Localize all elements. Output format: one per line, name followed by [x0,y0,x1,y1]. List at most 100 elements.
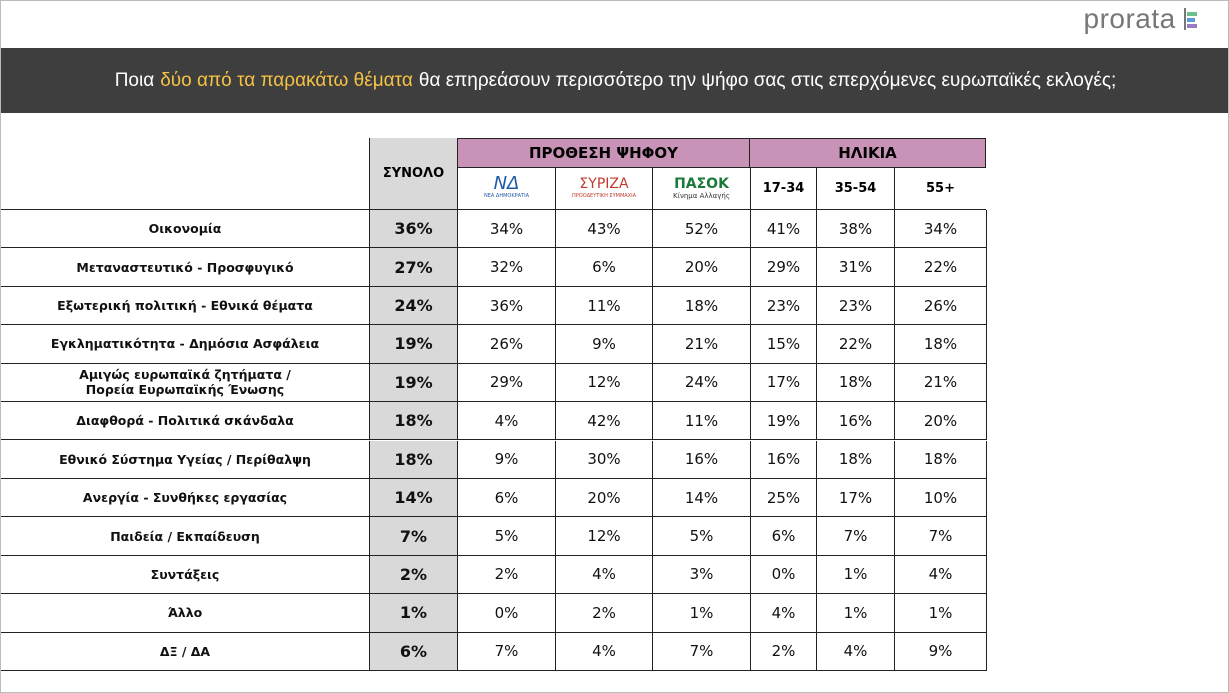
total-value: 18% [369,402,457,441]
value-cell: 18% [816,440,894,479]
value-cell: 1% [652,594,750,633]
title-highlight: δύο από τα παρακάτω θέματα [160,69,413,91]
value-cell: 21% [894,363,986,403]
total-value: 7% [369,517,457,556]
party-logo-subtitle: Κίνημα Αλλαγής [673,192,730,200]
total-value: 27% [369,248,457,287]
value-cell: 17% [816,478,894,518]
age-header: 35-54 [816,167,894,210]
value-cell: 2% [457,555,555,595]
value-cell: 0% [457,594,555,633]
value-cell: 42% [555,402,652,441]
party-header: ΠΑΣΟΚ Κίνημα Αλλαγής [652,167,750,210]
total-value: 19% [369,363,457,403]
value-cell: 1% [816,555,894,595]
total-value: 2% [369,555,457,595]
total-value: 6% [369,632,457,671]
party-logo-subtitle: ΠΡΟΟΔΕΥΤΙΚΗ ΣΥΜΜΑΧΙΑ [571,193,637,199]
value-cell: 2% [750,632,816,671]
value-cell: 30% [555,440,652,479]
table-rule [986,517,987,556]
table-rule [986,286,987,326]
row-label-line: Εθνικό Σύστημα Υγείας / Περίθαλψη [59,451,311,467]
value-cell: 2% [555,594,652,633]
table-rule [986,210,987,249]
value-cell: 7% [894,517,986,556]
value-cell: 1% [816,594,894,633]
value-cell: 12% [555,363,652,403]
value-cell: 41% [750,210,816,249]
value-cell: 34% [457,210,555,249]
value-cell: 43% [555,210,652,249]
party-logo-subtitle: ΝΕΑ ΔΗΜΟΚΡΑΤΙΑ [483,193,529,199]
value-cell: 16% [816,402,894,441]
value-cell: 18% [894,325,986,364]
row-label-line: Εγκληματικότητα - Δημόσια Ασφάλεια [50,336,320,352]
value-cell: 4% [750,594,816,633]
row-label: Μεταναστευτικό - Προσφυγικό [1,248,369,287]
value-cell: 52% [652,210,750,249]
value-cell: 3% [652,555,750,595]
table-rule [986,594,987,633]
table-rule [986,555,987,595]
table-rule [986,478,987,518]
row-label: ΔΞ / ΔΑ [1,633,369,671]
value-cell: 7% [652,632,750,671]
row-label-line: Μεταναστευτικό - Προσφυγικό [76,259,294,275]
value-cell: 11% [652,402,750,441]
total-value: 24% [369,286,457,326]
value-cell: 29% [457,363,555,403]
value-cell: 0% [750,555,816,595]
value-cell: 9% [457,440,555,479]
total-header: ΣΥΝΟΛΟ [369,138,457,210]
party-header: ΝΔ ΝΕΑ ΔΗΜΟΚΡΑΤΙΑ [457,167,555,210]
row-label: Εξωτερική πολιτική - Εθνικά θέματα [1,287,369,326]
value-cell: 18% [652,286,750,326]
age-header: 55+ [894,167,986,210]
value-cell: 4% [816,632,894,671]
total-value: 36% [369,210,457,249]
title-text: Ποια [114,69,155,91]
brand-name: prorata [1083,3,1176,34]
row-label: Ανεργία - Συνθήκες εργασίας [1,479,369,518]
row-label: Άλλο [1,594,369,633]
row-label-line: Εξωτερική πολιτική - Εθνικά θέματα [57,298,313,314]
value-cell: 23% [750,286,816,326]
brand-logo: prorata [1084,3,1199,35]
value-cell: 20% [555,478,652,518]
row-label-line: Άλλο [167,605,203,621]
value-cell: 14% [652,478,750,518]
party-header: ΣΥΡΙΖΑ ΠΡΟΟΔΕΥΤΙΚΗ ΣΥΜΜΑΧΙΑ [555,167,652,210]
value-cell: 17% [750,363,816,403]
value-cell: 16% [750,440,816,479]
value-cell: 4% [457,402,555,441]
title-text: θα επηρεάσουν περισσότερο την ψήφο σας σ… [418,69,1117,91]
value-cell: 6% [555,248,652,287]
value-cell: 19% [750,402,816,441]
group-header: ΗΛΙΚΙΑ [750,138,986,168]
table-rule [986,632,987,671]
value-cell: 24% [652,363,750,403]
value-cell: 23% [816,286,894,326]
age-header: 17-34 [750,167,816,210]
value-cell: 20% [652,248,750,287]
row-label-line: Παιδεία / Εκπαίδευση [110,528,260,544]
table-rule [1,209,986,210]
value-cell: 9% [894,632,986,671]
value-cell: 10% [894,478,986,518]
value-cell: 25% [750,478,816,518]
table-rule [986,440,987,479]
party-logo-name: ΝΔ [493,173,520,194]
value-cell: 34% [894,210,986,249]
value-cell: 4% [894,555,986,595]
row-label-line: ΔΞ / ΔΑ [159,643,211,659]
value-cell: 1% [894,594,986,633]
value-cell: 29% [750,248,816,287]
party-logo-name: ΠΑΣΟΚ [674,176,729,192]
table-rule [986,363,987,403]
value-cell: 38% [816,210,894,249]
row-label: Διαφθορά - Πολιτικά σκάνδαλα [1,402,369,441]
table-rule [986,325,987,364]
value-cell: 15% [750,325,816,364]
